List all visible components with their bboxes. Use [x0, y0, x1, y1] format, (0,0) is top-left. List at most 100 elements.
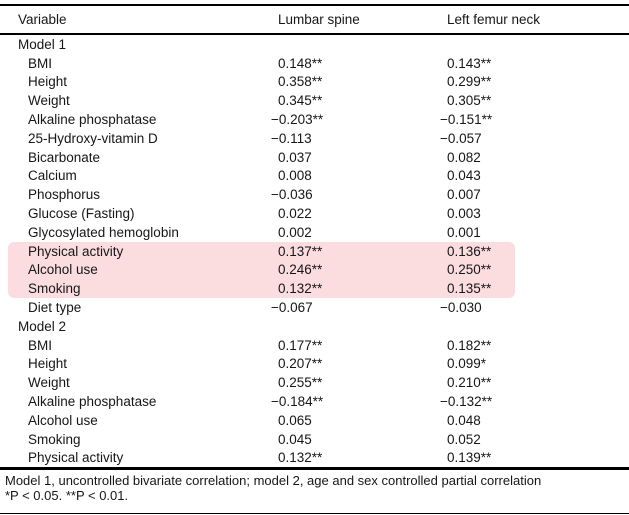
femur-value: 0.135**: [447, 281, 492, 297]
table-row: Height 0.207** 0.099*: [0, 355, 629, 374]
femur-value: 0.007: [447, 187, 481, 203]
lumbar-value: 0.177**: [278, 337, 323, 353]
lumbar-value: 0.002: [278, 224, 312, 240]
lumbar-value: 0.207**: [278, 356, 323, 372]
section-header-row: Model 1: [0, 35, 629, 54]
table-row: Physical activity 0.132** 0.139**: [0, 449, 629, 468]
femur-value: 0.099*: [447, 356, 487, 372]
femur-value: 0.082: [447, 149, 481, 165]
femur-value: −0.151**: [440, 112, 493, 128]
table-row: Alkaline phosphatase −0.203** −0.151**: [0, 110, 629, 129]
lumbar-value: 0.065: [278, 412, 312, 428]
lumbar-value: −0.203**: [271, 112, 324, 128]
section-label: Model 2: [18, 318, 67, 334]
femur-value: −0.132**: [440, 394, 493, 410]
lumbar-value: 0.022: [278, 206, 312, 222]
variable-cell: Glycosylated hemoglobin: [28, 224, 179, 240]
femur-value: 0.210**: [447, 375, 492, 391]
lumbar-value: 0.345**: [278, 93, 323, 109]
femur-value: 0.250**: [447, 262, 492, 278]
table-row: Smoking 0.045 0.052: [0, 430, 629, 449]
column-header-left-femur-neck: Left femur neck: [447, 11, 541, 27]
table-row: Phosphorus −0.036 0.007: [0, 185, 629, 204]
table-row: Weight 0.345** 0.305**: [0, 91, 629, 110]
variable-cell: Diet type: [28, 300, 82, 316]
table-row: Alkaline phosphatase −0.184** −0.132**: [0, 392, 629, 411]
femur-value: 0.299**: [447, 74, 492, 90]
column-header-lumbar-spine: Lumbar spine: [278, 11, 360, 27]
lumbar-value: 0.132**: [278, 450, 323, 466]
variable-cell: Bicarbonate: [28, 149, 101, 165]
lumbar-value: −0.036: [271, 187, 313, 203]
femur-value: 0.001: [447, 224, 481, 240]
footnotes: Model 1, uncontrolled bivariate correlat…: [0, 473, 629, 504]
variable-cell: Alkaline phosphatase: [28, 394, 157, 410]
lumbar-value: −0.113: [271, 130, 312, 146]
femur-value: −0.030: [440, 300, 482, 316]
lumbar-value: 0.148**: [278, 55, 323, 71]
variable-cell: Calcium: [28, 168, 77, 184]
table-row: Height 0.358** 0.299**: [0, 73, 629, 92]
top-rule: [0, 4, 629, 6]
table-row: Physical activity 0.137** 0.136**: [0, 241, 629, 261]
lumbar-value: 0.358**: [278, 74, 323, 90]
femur-value: 0.143**: [447, 55, 492, 71]
variable-cell: Alcohol use: [28, 412, 98, 428]
table-row: Alcohol use 0.065 0.048: [0, 411, 629, 430]
table-row: Weight 0.255** 0.210**: [0, 373, 629, 392]
bottom-rule: [0, 467, 629, 470]
variable-cell: Alkaline phosphatase: [28, 112, 157, 128]
footer-rule: [0, 512, 629, 514]
variable-cell: BMI: [28, 55, 53, 71]
lumbar-value: 0.037: [278, 149, 312, 165]
table-row: Bicarbonate 0.037 0.082: [0, 148, 629, 167]
lumbar-value: 0.132**: [278, 281, 323, 297]
lumbar-value: 0.255**: [278, 375, 323, 391]
table-body: Model 1 BMI 0.148** 0.143** Height 0.358** 0.2…: [0, 35, 629, 467]
section-label: Model 1: [18, 36, 67, 52]
variable-cell: Smoking: [28, 431, 81, 447]
header-rule: [0, 32, 629, 35]
section-header-row: Model 2: [0, 317, 629, 336]
lumbar-value: 0.246**: [278, 262, 323, 278]
variable-cell: Smoking: [28, 281, 81, 297]
lumbar-value: −0.067: [271, 300, 313, 316]
femur-value: 0.003: [447, 206, 481, 222]
variable-cell: Glucose (Fasting): [28, 206, 135, 222]
femur-value: −0.057: [440, 130, 482, 146]
footnote-models: Model 1, uncontrolled bivariate correlat…: [5, 472, 542, 488]
lumbar-value: −0.184**: [271, 394, 324, 410]
table-row: Diet type −0.067 −0.030: [0, 298, 629, 317]
variable-cell: Weight: [28, 375, 70, 391]
lumbar-value: 0.045: [278, 431, 312, 447]
femur-value: 0.136**: [447, 243, 492, 259]
femur-value: 0.043: [447, 168, 481, 184]
variable-cell: Weight: [28, 93, 70, 109]
variable-cell: Height: [28, 74, 68, 90]
table-row: Smoking 0.132** 0.135**: [0, 279, 629, 298]
variable-cell: Physical activity: [28, 243, 124, 259]
variable-cell: Height: [28, 356, 68, 372]
femur-value: 0.052: [447, 431, 481, 447]
table-row: 25-Hydroxy-vitamin D −0.113 −0.057: [0, 129, 629, 148]
table-row: Glycosylated hemoglobin 0.002 0.001: [0, 223, 629, 242]
column-header-variable: Variable: [18, 11, 67, 27]
table-row: Glucose (Fasting) 0.022 0.003: [0, 204, 629, 223]
femur-value: 0.139**: [447, 450, 492, 466]
lumbar-value: 0.137**: [278, 243, 323, 259]
variable-cell: Physical activity: [28, 450, 124, 466]
table-header-row: Variable Lumbar spine Left femur neck: [0, 6, 629, 33]
variable-cell: Phosphorus: [28, 187, 101, 203]
table-row: Calcium 0.008 0.043: [0, 167, 629, 186]
table-row: BMI 0.148** 0.143**: [0, 54, 629, 73]
lumbar-value: 0.008: [278, 168, 312, 184]
variable-cell: Alcohol use: [28, 262, 98, 278]
variable-cell: 25-Hydroxy-vitamin D: [28, 130, 158, 146]
footnote-significance: *P < 0.05. **P < 0.01.: [5, 488, 129, 504]
table-row: Alcohol use 0.246** 0.250**: [0, 260, 629, 280]
femur-value: 0.048: [447, 412, 481, 428]
femur-value: 0.182**: [447, 337, 492, 353]
table-row: BMI 0.177** 0.182**: [0, 336, 629, 355]
variable-cell: BMI: [28, 337, 53, 353]
